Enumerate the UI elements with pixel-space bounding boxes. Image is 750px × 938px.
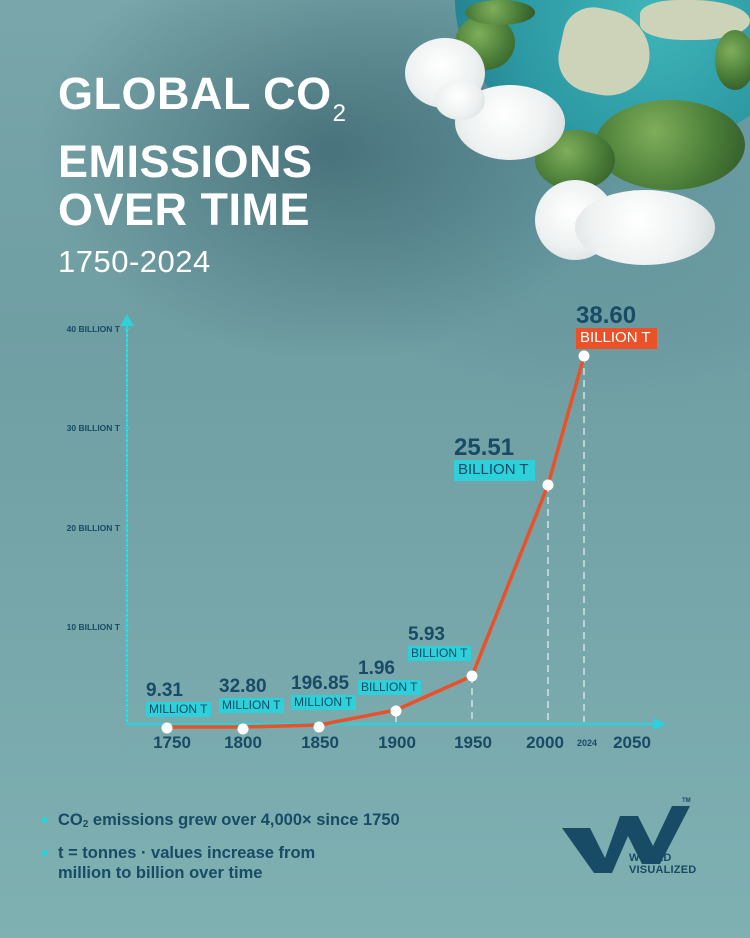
- data-point-2024: [578, 350, 590, 362]
- y-tick-40: 40 BILLION T: [67, 324, 121, 334]
- y-tick-20: 20 BILLION T: [67, 523, 121, 533]
- world-visualized-logo-icon: [562, 806, 690, 873]
- data-label-2000: 25.51 BILLION T: [454, 436, 535, 481]
- bullet-icon: [42, 850, 48, 856]
- x-tick-1800: 1800: [224, 733, 262, 752]
- data-point-1850: [313, 721, 325, 733]
- note-units: t = tonnes · values increase from millio…: [42, 843, 400, 883]
- x-tick-2050: 2050: [613, 733, 651, 752]
- x-tick-1750: 1750: [153, 733, 191, 752]
- x-tick-1950: 1950: [454, 733, 492, 752]
- notes: CO2 emissions grew over 4,000× since 175…: [42, 810, 400, 891]
- brand-name: WORLD VISUALIZED: [629, 852, 697, 876]
- y-axis-arrow-icon: [120, 314, 134, 326]
- x-tick-2024: 2024: [577, 738, 597, 748]
- x-axis-arrow-icon: [654, 718, 666, 730]
- x-tick-1900: 1900: [378, 733, 416, 752]
- data-point-1950: [466, 670, 478, 682]
- y-tick-10: 10 BILLION T: [67, 622, 121, 632]
- data-label-1950: 5.93 BILLION T: [408, 625, 472, 662]
- data-point-1900: [390, 705, 402, 717]
- data-label-1900: 1.96 BILLION T: [358, 659, 422, 696]
- note-growth: CO2 emissions grew over 4,000× since 175…: [42, 810, 400, 835]
- data-label-2024: 38.60 BILLION T: [576, 304, 657, 349]
- chart-title: GLOBAL CO2 EMISSIONS OVER TIME: [58, 68, 347, 235]
- data-point-2000: [542, 479, 554, 491]
- data-point-1800: [237, 723, 249, 735]
- data-label-1800: 32.80 MILLION T: [219, 677, 285, 714]
- x-tick-1850: 1850: [301, 733, 339, 752]
- earth-clouds-illustration: [395, 0, 750, 280]
- trademark: TM: [682, 798, 691, 804]
- y-tick-30: 30 BILLION T: [67, 423, 121, 433]
- x-tick-2000: 2000: [526, 733, 564, 752]
- chart-subtitle: 1750-2024: [58, 244, 211, 279]
- data-label-1850: 196.85 MILLION T: [291, 674, 357, 711]
- data-label-1750: 9.31 MILLION T: [146, 681, 212, 718]
- data-point-1750: [161, 722, 173, 734]
- bullet-icon: [42, 817, 48, 823]
